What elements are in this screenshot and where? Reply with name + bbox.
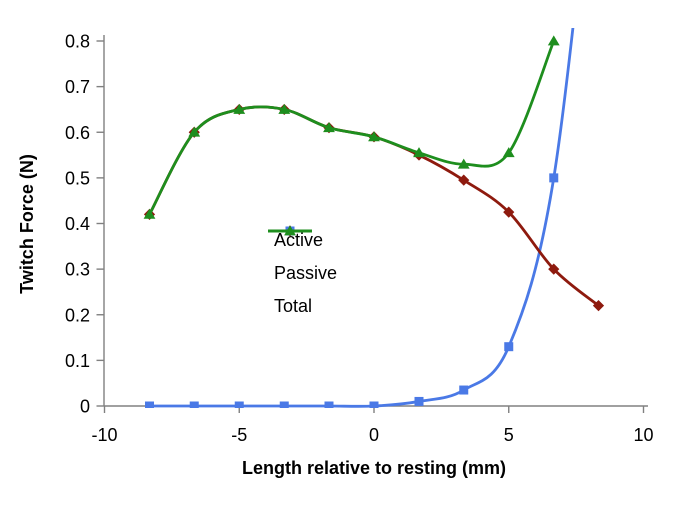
- marker-passive: [459, 385, 469, 395]
- y-tick-label: 0.2: [65, 305, 90, 325]
- marker-passive: [279, 401, 289, 408]
- marker-active: [592, 300, 605, 312]
- y-tick-label: 0.1: [65, 351, 90, 371]
- marker-total: [368, 131, 380, 142]
- legend-marker-total: [284, 225, 296, 236]
- marker-total: [233, 103, 246, 114]
- y-axis-title: Twitch Force (N): [17, 154, 37, 294]
- marker-passive: [504, 342, 514, 352]
- marker-passive: [549, 173, 559, 183]
- legend-swatch-total-icon: [268, 225, 312, 236]
- marker-active: [503, 206, 515, 218]
- x-axis-title: Length relative to resting (mm): [241, 458, 507, 478]
- y-tick-label: 0.4: [65, 214, 90, 234]
- series-layer: [143, 28, 605, 408]
- legend-label-total: Total: [274, 296, 313, 316]
- legend-label-passive: Passive: [274, 263, 338, 283]
- x-tick-label: 0: [369, 425, 379, 445]
- marker-passive: [145, 401, 155, 408]
- legend-item-total: Total: [267, 225, 337, 323]
- marker-passive: [369, 401, 379, 408]
- marker-total: [188, 126, 201, 137]
- marker-passive: [414, 396, 424, 406]
- y-tick-label: 0: [80, 397, 90, 417]
- marker-passive: [234, 401, 244, 408]
- y-tick-label: 0.6: [65, 123, 90, 143]
- x-tick-label: 10: [633, 425, 653, 445]
- marker-total: [278, 103, 291, 114]
- marker-active: [458, 174, 470, 186]
- series-total: [143, 35, 560, 219]
- marker-passive: [324, 401, 334, 408]
- x-tick-label: -5: [231, 425, 247, 445]
- legend: Active Passive Total: [267, 224, 337, 323]
- y-tick-label: 0.8: [65, 32, 90, 52]
- marker-active: [548, 263, 560, 275]
- y-tick-label: 0.5: [65, 168, 90, 188]
- x-tick-label: 5: [504, 425, 514, 445]
- marker-total: [502, 147, 515, 158]
- legend-item-passive: Passive: [267, 226, 338, 290]
- marker-total: [547, 35, 560, 46]
- series-line-passive: [148, 28, 575, 408]
- marker-total: [413, 147, 425, 158]
- series-line-total: [148, 39, 556, 216]
- marker-passive: [189, 401, 199, 408]
- marker-total: [143, 208, 156, 219]
- series-passive: [145, 28, 575, 408]
- marker-total: [323, 122, 335, 133]
- y-tick-label: 0.3: [65, 260, 90, 280]
- y-tick-label: 0.7: [65, 77, 90, 97]
- marker-total: [457, 158, 470, 169]
- x-tick-label: -10: [91, 425, 117, 445]
